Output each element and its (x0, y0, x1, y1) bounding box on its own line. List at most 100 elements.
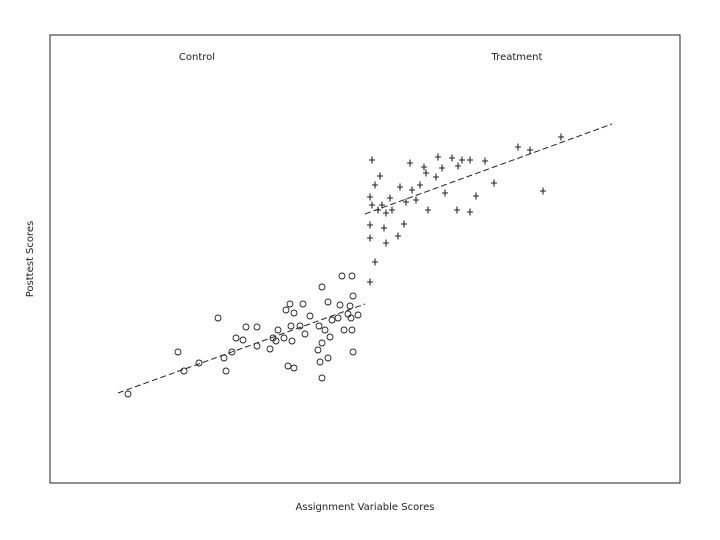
data-point (491, 179, 497, 187)
data-point (459, 156, 465, 164)
data-point (321, 326, 329, 334)
data-point (558, 133, 564, 141)
data-point (328, 316, 336, 324)
data-point (239, 336, 247, 344)
data-point (334, 314, 342, 322)
data-point (442, 189, 448, 197)
data-point (403, 198, 409, 206)
data-point (266, 345, 274, 353)
data-point (222, 367, 230, 375)
data-point (348, 326, 356, 334)
data-point (274, 326, 282, 334)
data-point (314, 346, 322, 354)
data-point (383, 209, 389, 217)
data-point (324, 298, 332, 306)
data-point (433, 173, 439, 181)
data-point (287, 322, 295, 330)
data-point (346, 302, 354, 310)
data-point (232, 334, 240, 342)
data-point (347, 314, 355, 322)
data-point (299, 300, 307, 308)
data-point (349, 348, 357, 356)
data-point (421, 163, 427, 171)
data-point (354, 311, 362, 319)
data-point (228, 348, 236, 356)
data-point (367, 193, 373, 201)
data-point (180, 367, 188, 375)
data-point (340, 326, 348, 334)
data-point (369, 201, 375, 209)
fit-line (364, 123, 613, 215)
data-point (375, 206, 381, 214)
data-point (124, 390, 132, 398)
data-point (306, 312, 314, 320)
data-point (318, 374, 326, 382)
data-point (280, 334, 288, 342)
data-point (527, 146, 533, 154)
data-point (315, 322, 323, 330)
data-point (407, 159, 413, 167)
data-point (318, 339, 326, 347)
data-point (372, 181, 378, 189)
fit-line (117, 303, 366, 394)
data-point (387, 194, 393, 202)
data-point (253, 342, 261, 350)
plot-frame (49, 34, 681, 484)
data-point (367, 221, 373, 229)
data-point (379, 201, 385, 209)
data-point (372, 258, 378, 266)
data-point (425, 206, 431, 214)
data-point (367, 234, 373, 242)
data-point (286, 300, 294, 308)
data-point (253, 323, 261, 331)
data-point (473, 192, 479, 200)
data-point (383, 239, 389, 247)
data-point (389, 206, 395, 214)
data-point (282, 306, 290, 314)
data-point (301, 330, 309, 338)
y-axis-label: Posttest Scores (25, 221, 36, 298)
group-label: Control (179, 52, 215, 63)
data-point (336, 301, 344, 309)
data-point (449, 154, 455, 162)
data-point (348, 272, 356, 280)
data-point (397, 183, 403, 191)
data-point (395, 232, 401, 240)
data-point (338, 272, 346, 280)
data-point (409, 186, 415, 194)
data-point (318, 283, 326, 291)
data-point (214, 314, 222, 322)
data-point (326, 333, 334, 341)
data-point (515, 143, 521, 151)
data-point (290, 364, 298, 372)
data-point (401, 220, 407, 228)
data-point (369, 156, 375, 164)
data-point (454, 206, 460, 214)
data-point (242, 323, 250, 331)
x-axis-label: Assignment Variable Scores (296, 502, 435, 513)
data-point (455, 162, 461, 170)
data-point (417, 181, 423, 189)
data-point (284, 362, 292, 370)
data-point (413, 196, 419, 204)
data-point (174, 348, 182, 356)
data-point (467, 156, 473, 164)
data-point (377, 172, 383, 180)
data-point (316, 358, 324, 366)
data-point (367, 278, 373, 286)
data-point (423, 169, 429, 177)
data-point (290, 309, 298, 317)
data-point (288, 337, 296, 345)
group-label: Treatment (491, 52, 543, 63)
data-point (482, 157, 488, 165)
data-point (540, 187, 546, 195)
data-point (272, 337, 280, 345)
data-point (435, 153, 441, 161)
data-point (349, 292, 357, 300)
data-point (296, 322, 304, 330)
data-point (324, 354, 332, 362)
data-point (467, 208, 473, 216)
data-point (381, 224, 387, 232)
data-point (220, 354, 228, 362)
